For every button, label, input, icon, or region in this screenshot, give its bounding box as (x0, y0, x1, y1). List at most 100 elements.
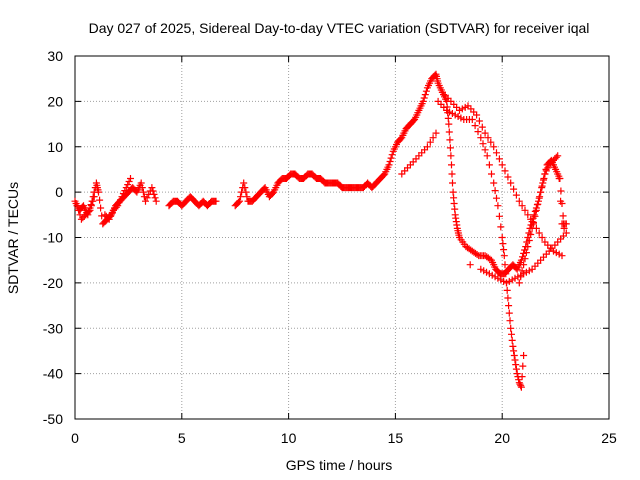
data-point-marker (242, 188, 250, 196)
data-point-marker (420, 94, 428, 102)
data-point-marker (152, 197, 160, 205)
data-point-marker (95, 188, 102, 196)
data-point-marker (449, 179, 456, 187)
data-point-marker (125, 178, 133, 185)
data-point-marker (447, 152, 455, 160)
data-point-marker (96, 196, 104, 204)
data-point-marker (87, 202, 95, 210)
data-point-marker (97, 204, 105, 212)
data-point-marker (118, 193, 126, 201)
data-point-marker (532, 206, 540, 214)
data-point-marker (445, 128, 453, 136)
data-point-marker (466, 261, 474, 269)
data-point-marker (562, 229, 570, 237)
data-point-marker (538, 182, 546, 190)
data-point-marker (115, 199, 123, 207)
x-tick-label: 20 (494, 430, 510, 446)
x-tick-label: 10 (281, 430, 297, 446)
data-point-marker (234, 198, 242, 206)
x-tick-label: 0 (71, 430, 79, 446)
data-point-marker (510, 347, 518, 355)
data-point-marker (483, 152, 491, 160)
data-point-marker (481, 129, 489, 137)
data-point-marker (73, 202, 81, 210)
data-point-marker (542, 167, 550, 175)
x-tick-label: 25 (601, 430, 617, 446)
data-point-marker (500, 252, 508, 260)
data-point-marker (502, 270, 510, 278)
data-point-marker (500, 246, 508, 254)
data-point-marker (540, 176, 547, 184)
data-point-marker (473, 251, 481, 258)
data-point-marker (487, 138, 495, 146)
y-tick-label: -50 (43, 411, 63, 427)
data-point-marker (421, 91, 429, 99)
data-point-marker (530, 218, 537, 226)
data-point-marker (241, 184, 249, 192)
data-point-marker (507, 179, 515, 187)
y-tick-label: -30 (43, 320, 63, 336)
data-point-marker (495, 212, 503, 220)
data-point-marker (212, 197, 220, 205)
data-point-marker (479, 140, 487, 148)
data-point-marker (537, 188, 545, 196)
data-point-marker (510, 352, 518, 359)
data-point-marker (520, 261, 528, 269)
data-point-marker (86, 206, 94, 214)
data-point-marker (89, 197, 97, 205)
data-point-marker (478, 123, 486, 131)
data-point-marker (517, 382, 525, 390)
data-point-marker (240, 179, 248, 187)
data-point-marker (513, 370, 521, 378)
data-point-marker (446, 136, 454, 144)
data-point-marker (419, 97, 427, 105)
data-point-marker (448, 161, 455, 169)
data-point-marker (521, 206, 529, 214)
data-point-marker (150, 190, 158, 198)
data-point-marker (505, 309, 513, 317)
data-point-marker (429, 134, 437, 142)
data-point-marker (527, 231, 535, 238)
data-point-marker (119, 190, 127, 198)
data-point-marker (426, 138, 434, 146)
data-point-marker (477, 134, 485, 142)
data-markers (71, 70, 570, 391)
data-point-marker (236, 197, 243, 205)
data-point-marker (518, 202, 526, 210)
data-point-marker (243, 193, 251, 201)
data-point-marker (498, 234, 506, 241)
data-point-marker (471, 122, 479, 130)
data-point-marker (90, 193, 98, 201)
data-point-marker (107, 212, 115, 220)
data-point-marker (517, 383, 525, 391)
data-point-marker (501, 261, 509, 269)
x-tick-label: 5 (178, 430, 186, 446)
data-point-marker (491, 187, 499, 195)
data-point-marker (524, 243, 532, 251)
data-point-marker (481, 146, 489, 154)
data-point-marker (525, 229, 533, 237)
data-point-marker (559, 212, 567, 220)
data-point-marker (520, 352, 528, 359)
data-point-marker (516, 380, 524, 388)
data-point-marker (388, 151, 396, 159)
data-point-marker (518, 373, 526, 381)
data-point-marker (151, 194, 159, 202)
data-point-marker (474, 128, 482, 136)
data-point-marker (515, 279, 523, 287)
y-tick-label: 10 (47, 139, 63, 155)
x-tick-label: 15 (388, 430, 404, 446)
data-point-marker (515, 379, 523, 387)
data-point-marker (448, 170, 456, 178)
data-point-marker (445, 120, 453, 128)
data-point-marker (557, 197, 565, 205)
data-point-marker (105, 215, 113, 223)
data-point-marker (387, 154, 395, 162)
data-point-marker (122, 184, 130, 192)
data-point-marker (534, 200, 542, 208)
data-point-marker (531, 212, 539, 220)
data-point-marker (494, 202, 502, 210)
data-point-marker (490, 179, 498, 187)
y-axis-label: SDTVAR / TECUs (5, 182, 21, 294)
data-point-marker (127, 175, 134, 182)
